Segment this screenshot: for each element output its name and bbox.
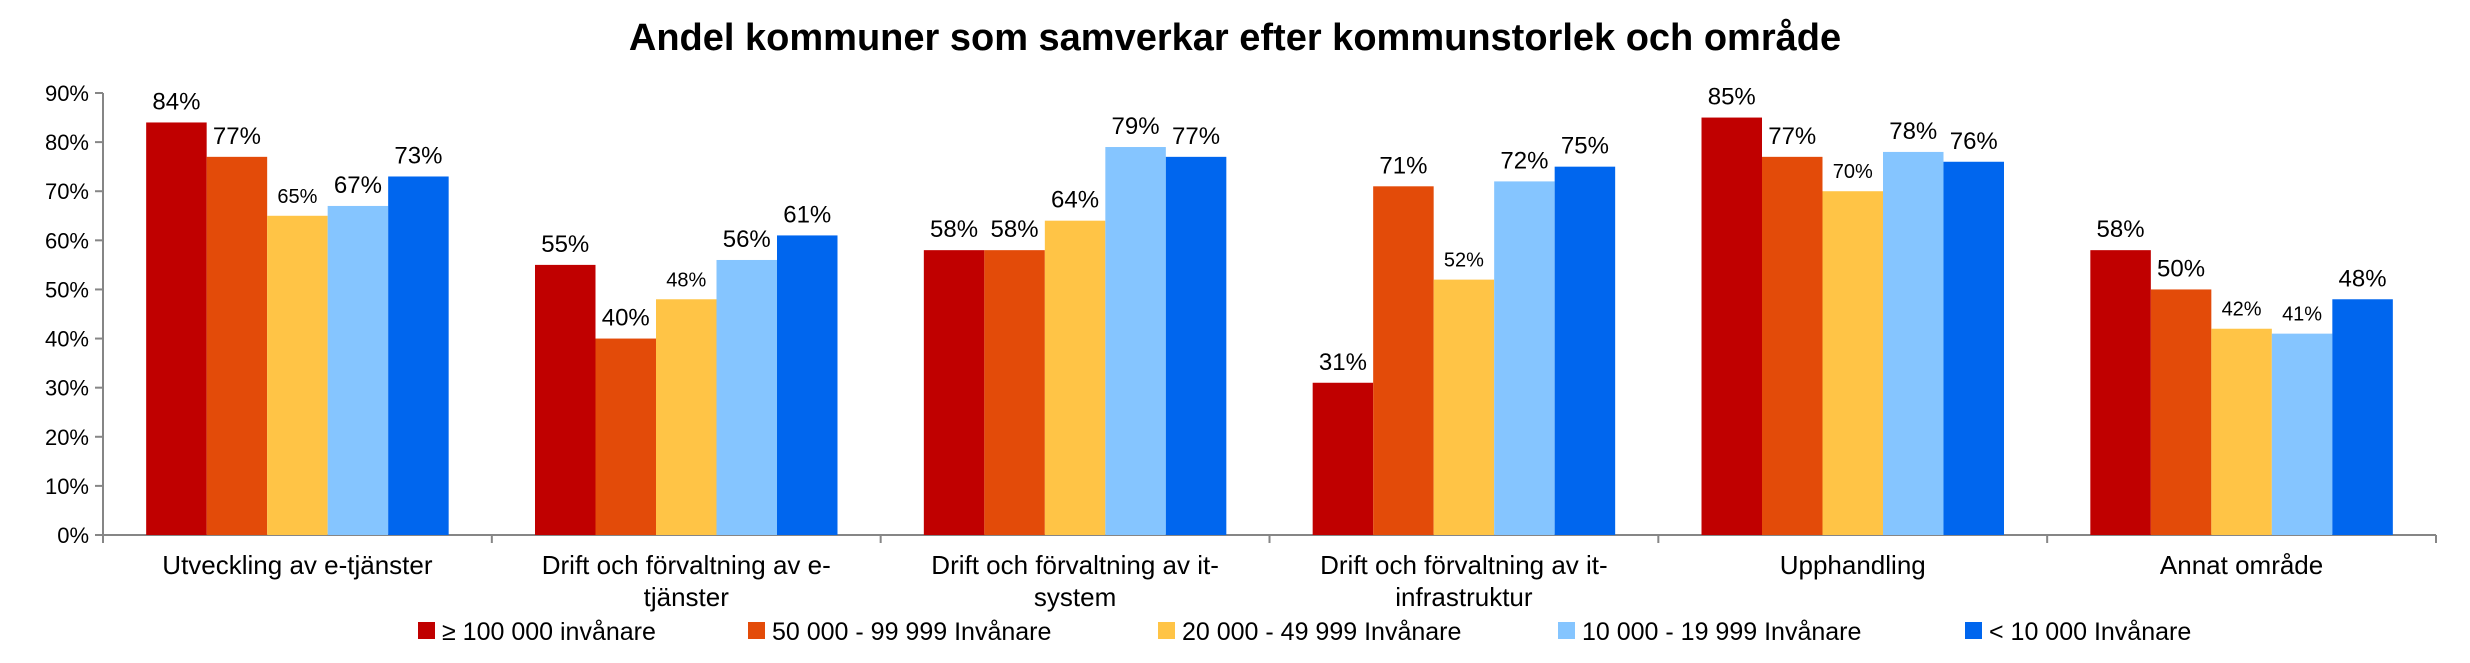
legend-swatch [418,622,435,639]
bar [206,156,268,535]
data-label: 41% [2282,304,2322,326]
data-label: 40% [602,305,650,332]
bar [1165,156,1227,535]
bar [716,259,777,535]
y-tick-label: 90% [45,81,89,106]
data-label: 58% [2097,216,2145,243]
y-tick-label: 60% [45,228,89,253]
y-tick-label: 10% [45,474,89,499]
legend-label: ≥ 100 000 invånare [442,618,656,646]
category-label: Drift och förvaltning av it- [1320,550,1608,580]
bar [1554,166,1616,535]
bar [1494,181,1555,535]
data-label: 58% [930,216,978,243]
data-label: 71% [1379,152,1427,179]
bar [1044,220,1106,535]
data-label: 65% [277,186,317,208]
axes: 0% 10% 20% 30% 40% 50% 60% 70% 80% 90% Utveckling … [45,81,2437,612]
category-label: tjänster [644,582,730,612]
y-tick-label: 40% [45,327,89,352]
y-tick-label: 30% [45,376,89,401]
data-label: 42% [2222,299,2262,321]
category-label: infrastruktur [1395,582,1533,612]
y-tick-label: 80% [45,130,89,155]
bar [1883,151,1944,535]
data-label: 64% [1051,187,1099,214]
legend-label: < 10 000 Invånare [1989,618,2191,646]
bar [267,215,328,535]
chart-title: Andel kommuner som samverkar efter kommu… [629,17,1841,59]
bar [2211,328,2272,535]
category-label: Upphandling [1780,550,1926,580]
data-label: 77% [1172,123,1220,150]
legend: ≥ 100 000 invånare 50 000 - 99 999 Invåna… [418,618,2191,646]
data-label: 85% [1708,84,1756,111]
bar [388,176,449,535]
legend-swatch [1158,622,1175,639]
bar [2271,333,2333,535]
y-tick-label: 70% [45,179,89,204]
data-label: 67% [334,172,382,199]
y-tick-label: 0% [57,523,89,548]
data-label: 48% [666,269,706,291]
bar [1943,161,2004,535]
data-label: 56% [723,226,771,253]
data-label: 52% [1444,250,1484,272]
category-label: Utveckling av e-tjänster [162,550,433,580]
bar [327,205,389,535]
data-label: 73% [394,142,442,169]
category-label: system [1034,582,1116,612]
data-label: 77% [213,123,261,150]
bar [777,235,838,535]
bar [2150,289,2212,535]
data-label: 58% [991,216,1039,243]
data-label: 50% [2157,255,2205,282]
data-label: 31% [1319,349,1367,376]
data-label: 75% [1561,133,1609,160]
bar [1105,147,1166,535]
category-label: Annat område [2160,550,2323,580]
category-label: Drift och förvaltning av e- [542,550,831,580]
category-label: Drift och förvaltning av it- [931,550,1219,580]
bar [1312,382,1374,535]
legend-label: 10 000 - 19 999 Invånare [1582,618,1861,646]
y-tick-label: 50% [45,277,89,302]
bar [535,264,596,535]
data-label: 72% [1500,147,1548,174]
bar [595,338,656,535]
data-label: 79% [1112,113,1160,140]
legend-label: 50 000 - 99 999 Invånare [772,618,1051,646]
data-label: 78% [1889,118,1937,145]
legend-swatch [1965,622,1982,639]
legend-label: 20 000 - 49 999 Invånare [1182,618,1461,646]
data-label: 55% [541,231,589,258]
bar [1762,156,1823,535]
data-label: 76% [1950,128,1998,155]
data-label: 61% [783,201,831,228]
bar [146,122,207,535]
legend-swatch [748,622,765,639]
bars [146,117,2393,536]
bar [984,250,1045,535]
bar [1822,191,1883,535]
data-label: 84% [152,88,200,115]
bar [2332,299,2393,535]
data-label: 77% [1768,123,1816,150]
bar [923,250,985,535]
bar [1433,279,1495,535]
bar [1373,186,1434,536]
legend-swatch [1558,622,1575,639]
bar [2090,250,2151,535]
data-labels: 84% 55% 58% 31% 85% 58% 77% 40% 58% 71% 77% 50% 65% 4… [152,84,2386,376]
bar [1701,117,1762,536]
data-label: 70% [1833,161,1873,183]
data-label: 48% [2339,265,2387,292]
y-tick-label: 20% [45,425,89,450]
bar [656,299,717,535]
